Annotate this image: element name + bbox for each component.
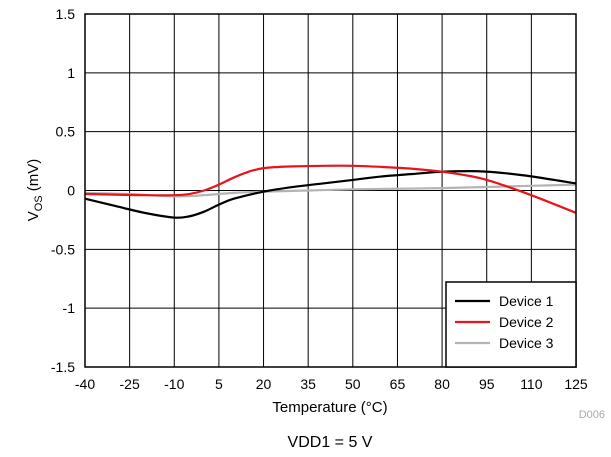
series-line-device-3 xyxy=(84,183,577,198)
y-axis-label-main: V xyxy=(25,211,42,221)
legend-label: Device 2 xyxy=(499,314,554,330)
series-line-device-2 xyxy=(84,164,577,214)
y-tick-label: -1.5 xyxy=(51,359,75,375)
y-tick-label: 0.5 xyxy=(56,124,76,140)
plot-frame xyxy=(84,13,577,368)
x-tick-label: 65 xyxy=(390,376,406,392)
x-tick-label: 20 xyxy=(256,376,272,392)
x-tick-label: 5 xyxy=(215,376,223,392)
x-tick-label: 35 xyxy=(300,376,316,392)
x-tick-label: 110 xyxy=(520,376,543,392)
x-tick-labels: -40 -25 -10 5 20 35 50 65 80 95 110 125 xyxy=(75,376,588,392)
legend-label: Device 3 xyxy=(499,335,554,351)
x-tick-label: -10 xyxy=(164,376,184,392)
y-tick-label: 1 xyxy=(67,65,75,81)
y-axis-label-sub: OS xyxy=(33,195,45,211)
x-tick-label: -40 xyxy=(75,376,95,392)
figure-code: D006 xyxy=(579,409,605,421)
chart-caption: VDD1 = 5 V xyxy=(288,434,373,451)
y-tick-label: 1.5 xyxy=(56,6,76,22)
series-lines xyxy=(84,164,577,219)
y-tick-label: -1 xyxy=(63,300,76,316)
legend-items: Device 1 Device 2 Device 3 xyxy=(455,293,554,351)
y-tick-label: 0 xyxy=(67,183,75,199)
x-tick-label: 50 xyxy=(345,376,361,392)
legend-label: Device 1 xyxy=(499,293,554,309)
x-tick-label: 95 xyxy=(479,376,495,392)
legend: Device 1 Device 2 Device 3 xyxy=(445,281,577,368)
y-axis-label: VOS (mV) xyxy=(25,159,45,222)
series-line-device-1 xyxy=(84,169,577,219)
x-axis-label: Temperature (°C) xyxy=(272,399,387,416)
legend-box xyxy=(445,281,577,368)
x-tick-label: -25 xyxy=(120,376,140,392)
x-tick-label: 125 xyxy=(564,376,588,392)
y-axis-label-unit: (mV) xyxy=(25,159,42,196)
y-tick-labels: 1.5 1 0.5 0 -0.5 -1 -1.5 xyxy=(51,6,75,375)
x-tick-label: 80 xyxy=(434,376,450,392)
y-tick-label: -0.5 xyxy=(51,241,75,257)
